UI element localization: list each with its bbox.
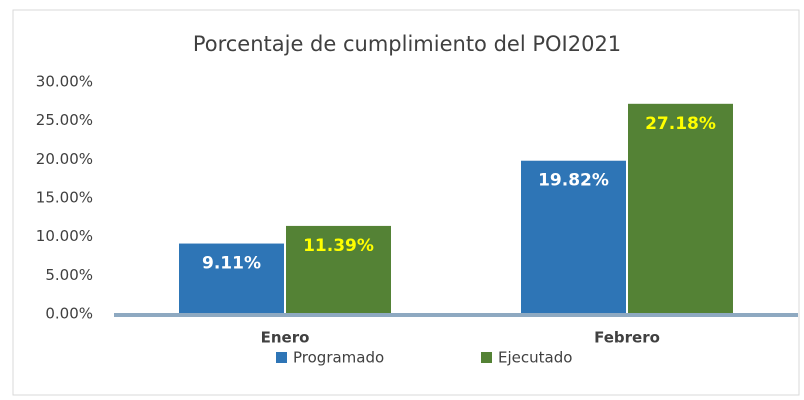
y-tick-label: 10.00% — [36, 227, 93, 245]
y-tick-label: 25.00% — [36, 111, 93, 129]
bar — [286, 225, 391, 314]
legend-label: Programado — [293, 349, 384, 367]
y-tick-label: 15.00% — [36, 189, 93, 207]
bar — [179, 243, 284, 314]
chart-title: Porcentaje de cumplimiento del POI2021 — [193, 32, 621, 56]
data-label: 9.11% — [202, 254, 261, 274]
y-tick-label: 0.00% — [45, 305, 93, 323]
data-label: 11.39% — [303, 236, 374, 256]
y-tick-label: 30.00% — [36, 73, 93, 91]
legend-swatch — [276, 352, 287, 363]
bar — [628, 103, 733, 314]
legend-swatch — [481, 352, 492, 363]
bar — [521, 160, 626, 314]
x-tick-label: Enero — [261, 329, 310, 347]
x-tick-label: Febrero — [594, 329, 660, 347]
data-label: 27.18% — [645, 114, 716, 134]
y-tick-label: 5.00% — [45, 266, 93, 284]
legend-label: Ejecutado — [498, 349, 572, 367]
y-tick-label: 20.00% — [36, 150, 93, 168]
x-axis — [114, 313, 798, 317]
data-label: 19.82% — [538, 171, 609, 191]
